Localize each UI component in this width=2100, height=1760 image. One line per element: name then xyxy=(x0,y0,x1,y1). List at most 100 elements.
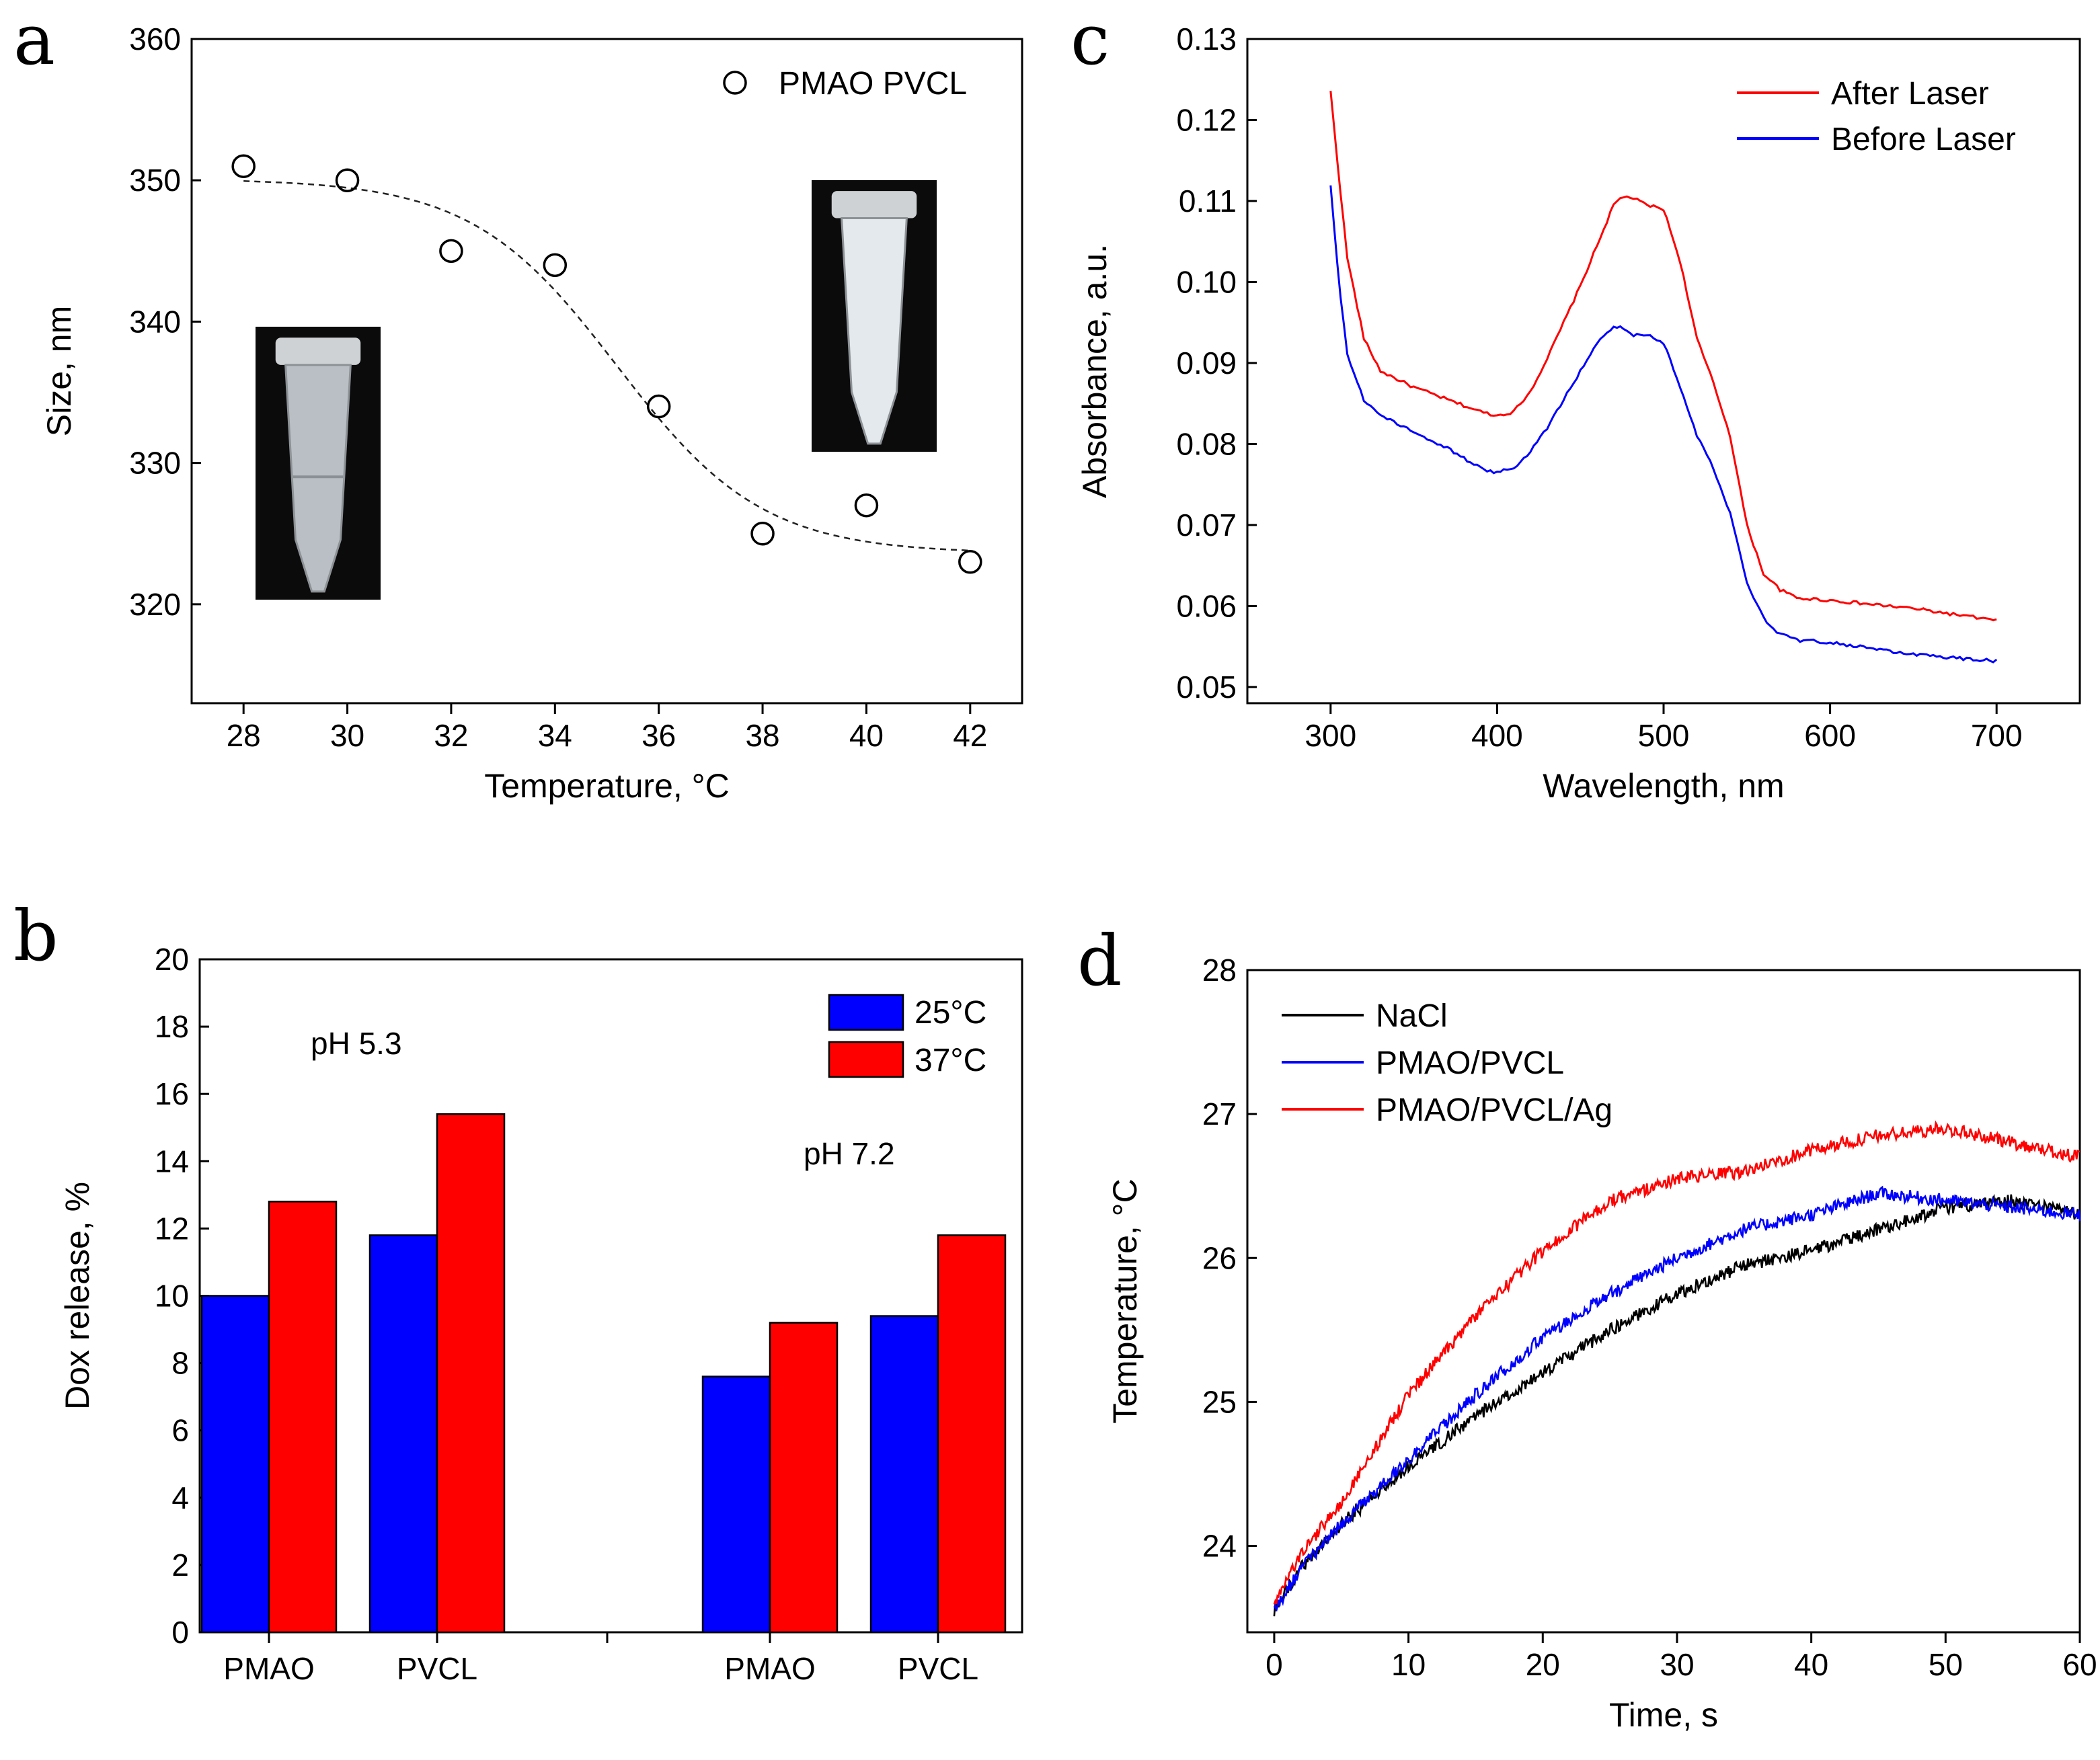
y-tick-label: 350 xyxy=(129,163,181,198)
y-tick-label: 24 xyxy=(1202,1529,1237,1564)
bar-25c xyxy=(701,1375,771,1634)
x-tick-label: 600 xyxy=(1804,718,1856,753)
y-tick-label: 4 xyxy=(171,1480,189,1515)
y-axis-title: Temperature, °C xyxy=(1106,1178,1144,1424)
legend-label-pmao-pvcl-ag: PMAO/PVCL/Ag xyxy=(1376,1092,1612,1128)
legend-label-before-laser: Before Laser xyxy=(1831,122,2016,157)
y-tick-label: 360 xyxy=(129,22,181,56)
y-tick-label: 0.05 xyxy=(1176,670,1237,705)
x-tick-label: 20 xyxy=(1526,1647,1560,1682)
y-tick-label: 6 xyxy=(171,1413,189,1448)
bar-37c xyxy=(769,1322,839,1634)
x-category-label: PVCL xyxy=(898,1651,978,1686)
data-point xyxy=(646,394,671,419)
legend-label: PMAO PVCL xyxy=(779,66,967,102)
y-tick-label: 8 xyxy=(171,1346,189,1381)
x-category-label: PMAO xyxy=(724,1651,815,1686)
y-tick-label: 0.08 xyxy=(1176,426,1237,461)
series-pmao-pvcl xyxy=(1273,1185,2081,1611)
y-tick-label: 27 xyxy=(1202,1096,1237,1131)
y-axis-title: Size, nm xyxy=(40,306,78,437)
series-after-laser xyxy=(1329,91,1997,622)
annotation-ph-high: pH 7.2 xyxy=(804,1136,895,1171)
y-tick-label: 18 xyxy=(155,1009,189,1044)
plot-frame xyxy=(1246,969,2081,1634)
panel-label-c: c xyxy=(1071,0,1110,81)
y-tick-label: 0.10 xyxy=(1176,264,1237,299)
x-tick-label: 0 xyxy=(1266,1647,1283,1682)
data-point xyxy=(854,493,879,518)
x-tick-label: 700 xyxy=(1971,718,2023,753)
legend-label-pmao-pvcl: PMAO/PVCL xyxy=(1376,1045,1564,1081)
y-tick-label: 12 xyxy=(155,1211,189,1246)
y-tick-label: 0 xyxy=(171,1615,189,1650)
x-tick-label: 32 xyxy=(434,718,468,753)
y-tick-label: 0.07 xyxy=(1176,508,1237,543)
chart-a: 320 330 340 350 360 28 30 32 34 36 38 40 42 Temperatu… xyxy=(40,22,1023,805)
x-tick-label: 36 xyxy=(641,718,676,753)
bar-37c xyxy=(937,1234,1007,1634)
data-point xyxy=(335,168,360,192)
data-point xyxy=(750,521,775,546)
x-tick-label: 28 xyxy=(227,718,261,753)
legend-marker xyxy=(723,71,747,95)
y-tick-label: 0.12 xyxy=(1176,102,1237,137)
y-tick-label: 0.11 xyxy=(1179,184,1237,218)
chart-d: 24 25 26 27 28 0 10 20 30 40 50 60 Time, s Temperatur… xyxy=(1106,953,2097,1734)
x-tick-label: 30 xyxy=(330,718,364,753)
bar-37c xyxy=(268,1201,338,1634)
legend-label-37c: 37°C xyxy=(915,1043,986,1078)
y-tick-label: 340 xyxy=(129,304,181,339)
y-axis-title: Absorbance, a.u. xyxy=(1076,244,1114,498)
bar-25c xyxy=(869,1315,939,1634)
annotation-ph-low: pH 5.3 xyxy=(311,1026,402,1061)
tube-cap xyxy=(275,337,361,365)
inset-tube-clear xyxy=(256,327,381,600)
x-tick-label: 50 xyxy=(1929,1647,1963,1682)
y-tick-label: 28 xyxy=(1202,953,1237,988)
x-category-label: PVCL xyxy=(397,1651,477,1686)
x-axis-title: Temperature, °C xyxy=(484,767,730,805)
x-tick-label: 60 xyxy=(2062,1647,2097,1682)
y-tick-label: 25 xyxy=(1202,1384,1237,1419)
data-point xyxy=(958,550,982,574)
y-tick-label: 10 xyxy=(155,1279,189,1314)
tube-cap xyxy=(831,191,917,218)
y-tick-label: 330 xyxy=(129,446,181,481)
y-tick-label: 20 xyxy=(155,942,189,977)
y-tick-label: 320 xyxy=(129,587,181,622)
legend-label-nacl: NaCl xyxy=(1376,998,1448,1034)
x-tick-label: 400 xyxy=(1471,718,1523,753)
panel-label-b: b xyxy=(13,895,59,977)
y-tick-label: 16 xyxy=(155,1076,189,1111)
inset-tube-turbid xyxy=(812,180,937,452)
x-tick-label: 40 xyxy=(1794,1647,1828,1682)
bar-25c xyxy=(200,1295,270,1634)
legend-label-after-laser: After Laser xyxy=(1831,76,1989,112)
plot-frame xyxy=(190,38,1023,705)
legend-swatch-37c xyxy=(828,1041,904,1078)
bar-25c xyxy=(368,1234,438,1634)
y-axis-title: Dox release, % xyxy=(59,1182,96,1410)
series-nacl xyxy=(1273,1193,2081,1617)
x-tick-label: 38 xyxy=(745,718,779,753)
tube-body xyxy=(284,364,352,593)
x-tick-label: 40 xyxy=(849,718,884,753)
panel-label-d: d xyxy=(1077,920,1122,1002)
legend-swatch-25c xyxy=(828,994,904,1031)
data-point xyxy=(543,253,568,278)
chart-c: 0.05 0.06 0.07 0.08 0.09 0.10 0.11 0.12 0.13 300 4… xyxy=(1076,22,2081,805)
y-tick-label: 26 xyxy=(1202,1240,1237,1275)
x-tick-label: 500 xyxy=(1638,718,1690,753)
x-category-label: PMAO xyxy=(223,1651,314,1686)
legend-label-25c: 25°C xyxy=(915,995,986,1031)
chart-b: pH 5.3 pH 7.2 0 2 4 6 8 10 12 14 16 18 20 Dox relea… xyxy=(59,942,1023,1686)
y-tick-label: 0.13 xyxy=(1176,22,1237,56)
series-pmao-pvcl-ag xyxy=(1273,1120,2080,1605)
x-tick-label: 42 xyxy=(953,718,987,753)
series-before-laser xyxy=(1329,185,1998,664)
panel-label-a: a xyxy=(13,0,55,81)
y-tick-label: 2 xyxy=(171,1548,189,1583)
x-tick-label: 10 xyxy=(1391,1647,1426,1682)
